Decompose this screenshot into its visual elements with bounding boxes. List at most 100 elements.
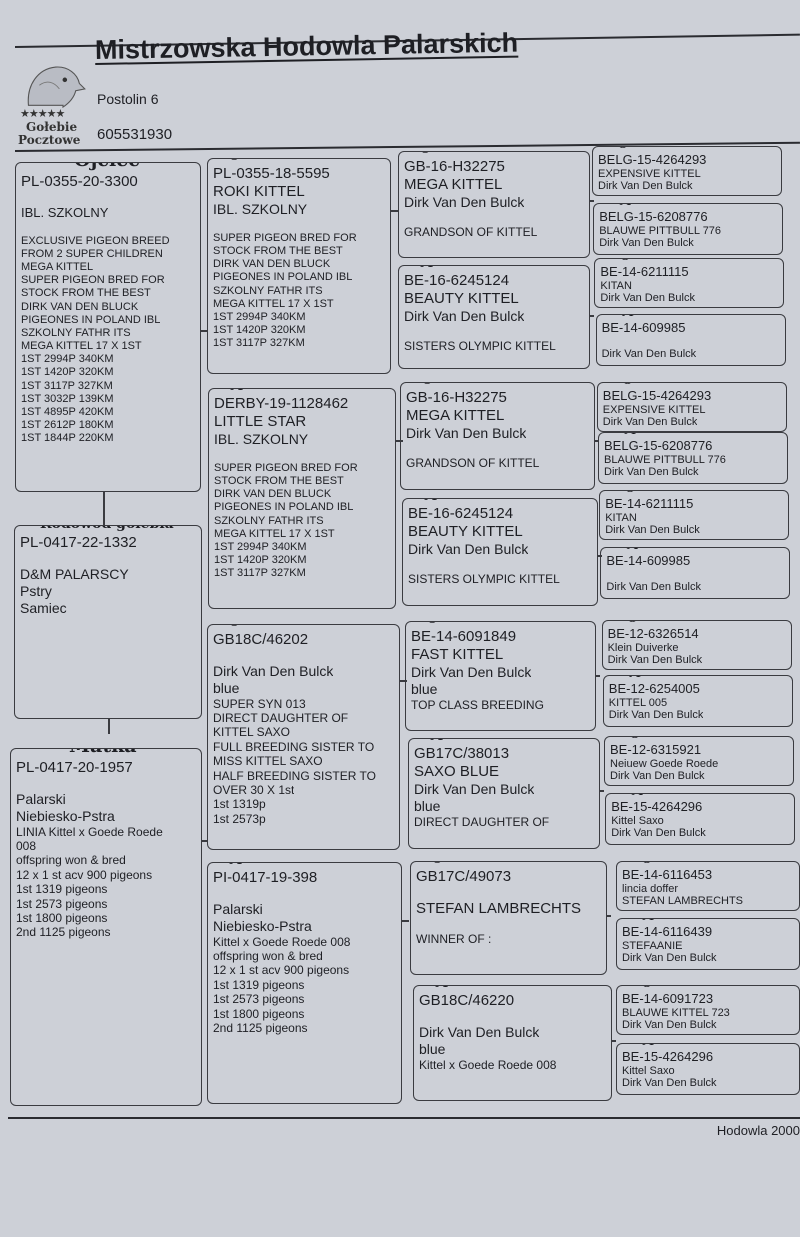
pigeon-info-line: SZKOLNY FATHR ITS xyxy=(213,284,323,297)
connector-line xyxy=(108,719,110,734)
pigeon-info-line: ROKI KITTEL xyxy=(213,183,305,200)
pigeon-info-line: FULL BREEDING SISTER TO xyxy=(213,739,375,754)
ring-number: PL-0417-22-1332 xyxy=(20,534,137,551)
pigeon-info-line: SZKOLNY FATHR ITS xyxy=(21,326,131,339)
pigeon-info-line: Dirk Van Den Bulck xyxy=(610,769,705,782)
connector-line xyxy=(103,492,105,525)
pigeon-info-line: IBL. SZKOLNY xyxy=(213,201,308,217)
pigeon-info-line: Dirk Van Den Bulck xyxy=(622,951,717,964)
ring-number: PI-0417-19-398 xyxy=(213,869,318,886)
pigeon-info-line: KITTEL SAXO xyxy=(213,725,290,740)
pigeon-info-line: MEGA KITTEL xyxy=(21,260,94,273)
pigeon-info-line: IBL. SZKOLNY xyxy=(21,205,109,220)
pigeon-info-line: STOCK FROM THE BEST xyxy=(214,474,344,487)
address: Postolin 6 xyxy=(97,91,159,107)
pigeon-info-line: STEFAN LAMBRECHTS xyxy=(622,894,744,907)
pigeon-info-line: Dirk Van Den Bulck xyxy=(622,1018,717,1031)
pigeon-info-line: Neiuew Goede Roede xyxy=(610,757,719,770)
pigeon-info-line: 12 x 1 st acv 900 pigeons xyxy=(16,867,153,882)
sex-label: O xyxy=(624,621,641,625)
sex-label: O xyxy=(619,383,636,387)
pigeon-info-line: BEAUTY KITTEL xyxy=(404,290,519,307)
pigeon-info-line: offspring won & bred xyxy=(16,853,126,868)
footer-text: Hodowla 2000 xyxy=(716,1123,800,1138)
ring-number: PL-0417-20-1957 xyxy=(16,759,133,776)
pigeon-info-line: MISS KITTEL SAXO xyxy=(213,754,323,769)
sex-label: O xyxy=(627,737,643,741)
pigeon-info-line: blue xyxy=(213,679,240,696)
sex-label: Rodowód gołebia xyxy=(37,526,177,532)
sex-label: O xyxy=(639,986,655,990)
pigeon-info-line: STEFAN LAMBRECHTS xyxy=(416,900,582,917)
connector-line xyxy=(396,440,403,442)
pigeon-info-line: Dirk Van Den Bulck xyxy=(602,415,698,428)
pigeon-info-line: blue xyxy=(414,797,441,814)
pigeon-info-line: blue xyxy=(411,680,438,697)
ring-number: DERBY-19-1128462 xyxy=(214,395,349,412)
pigeon-info-line: GRANDSON OF KITTEL xyxy=(406,455,540,470)
pigeon-info-line: EXCLUSIVE PIGEON BREED xyxy=(21,234,170,247)
connector-line xyxy=(201,330,207,332)
pigeon-info-line: MEGA KITTEL 17 X 1ST xyxy=(213,297,334,310)
pigeon-info-line: offspring won & bred xyxy=(213,948,323,963)
pigeon-info-line: PIGEONES IN POLAND IBL xyxy=(214,501,354,514)
sex-label: O xyxy=(226,625,243,629)
connector-line xyxy=(391,210,398,212)
pigeon-info-line: BLAUWE PITTBULL 776 xyxy=(599,224,722,237)
ring-number: BE-14-6091723 xyxy=(622,992,714,1006)
ring-number: PL-0355-20-3300 xyxy=(21,173,138,190)
sex-label: M xyxy=(417,266,437,270)
pigeon-info-line: FAST KITTEL xyxy=(411,646,504,663)
pigeon-info-line: Dirk Van Den Bulck xyxy=(411,664,532,680)
pigeon-info-line: STOCK FROM THE BEST xyxy=(213,244,343,257)
pigeon-info-line: KITTEL 005 xyxy=(608,696,668,709)
sex-label: M xyxy=(616,204,635,208)
pigeon-info-line: Dirk Van Den Bulck xyxy=(605,523,700,536)
pigeon-info-line: 1ST 2994P 340KM xyxy=(21,353,114,366)
connector-line xyxy=(607,915,611,917)
ring-number: GB18C/46220 xyxy=(419,992,515,1009)
pigeon-info-line: EXPENSIVE KITTEL xyxy=(598,167,701,180)
pigeon-head-icon xyxy=(27,66,86,108)
page-title: Mistrzowska Hodowla Palarskich xyxy=(94,27,519,65)
pigeon-info-line: BLAUWE PITTBULL 776 xyxy=(604,453,726,466)
pigeon-info-line: LINIA Kittel x Goede Roede xyxy=(16,824,163,839)
pigeon-info-line: MEGA KITTEL xyxy=(404,176,503,193)
pigeon-info-line: 1ST 2612P 180KM xyxy=(21,419,114,432)
pigeon-info-line: SAXO BLUE xyxy=(414,763,500,780)
pigeon-info-line: MEGA KITTEL xyxy=(406,407,505,424)
pigeon-info-line: Dirk Van Den Bulck xyxy=(601,347,697,360)
sex-label: M xyxy=(639,919,658,923)
sex-label: M xyxy=(625,676,644,680)
pigeon-info-line: Dirk Van Den Bulck xyxy=(406,425,527,441)
pigeon-info-line: 1ST 1844P 220KM xyxy=(21,432,114,445)
pigeon-info-line: 1ST 1420P 320KM xyxy=(214,554,307,567)
pigeon-info-line: 1ST 3117P 327KM xyxy=(21,379,113,392)
pigeon-info-line: D&M PALARSCY xyxy=(20,566,129,582)
ring-number: BELG-15-6208776 xyxy=(604,439,713,453)
pigeon-info-line: Dirk Van Den Bulck xyxy=(404,194,525,210)
pigeon-info-line: 1ST 4895P 420KM xyxy=(21,406,114,419)
connector-line xyxy=(612,1040,616,1042)
pigeon-info-line: 1ST 3117P 327KM xyxy=(214,567,306,580)
pigeon-info-line: FROM 2 SUPER CHILDREN xyxy=(21,247,163,260)
phone-number: 605531930 xyxy=(97,126,173,143)
sex-label: Ojciec xyxy=(71,163,143,171)
pigeon-info-line: BEAUTY KITTEL xyxy=(408,523,523,540)
ring-number: BE-12-6326514 xyxy=(607,627,699,641)
pigeon-info-line: KITAN xyxy=(605,511,637,524)
pigeon-info-line: TOP CLASS BREEDING xyxy=(411,697,544,712)
connector-line xyxy=(596,675,600,677)
